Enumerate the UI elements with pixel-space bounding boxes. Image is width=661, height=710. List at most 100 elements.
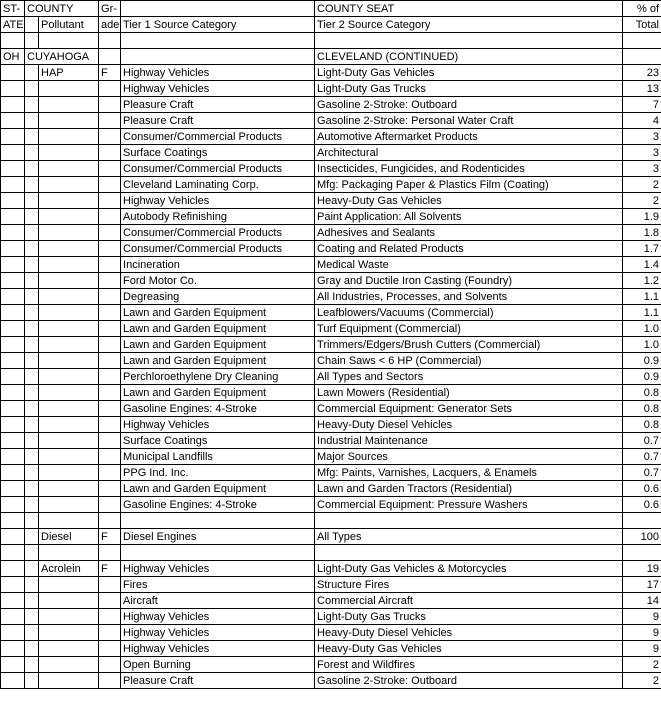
tier2-cell: Gasoline 2-Stroke: Outboard [315, 97, 623, 113]
pct-cell: 0.7 [623, 449, 661, 465]
hdr-tier1: Tier 1 Source Category [121, 17, 315, 33]
pct-cell: 3 [623, 161, 661, 177]
pct-cell: 7 [623, 97, 661, 113]
pct-cell: 0.7 [623, 433, 661, 449]
tier2-cell: Heavy-Duty Gas Vehicles [315, 193, 623, 209]
hdr-total: Total [623, 17, 661, 33]
pct-cell: 100 [623, 529, 661, 545]
tier2-cell: Chain Saws < 6 HP (Commercial) [315, 353, 623, 369]
tier1-cell: Degreasing [121, 289, 315, 305]
pollutant-cell: Acrolein [39, 561, 99, 577]
tier2-cell: Industrial Maintenance [315, 433, 623, 449]
hdr-county: COUNTY [25, 1, 99, 17]
pct-cell: 0.6 [623, 481, 661, 497]
pct-cell: 3 [623, 129, 661, 145]
pct-cell: 0.9 [623, 369, 661, 385]
hdr-pollutant: Pollutant [39, 17, 99, 33]
tier2-cell: Forest and Wildfires [315, 657, 623, 673]
tier2-cell: Commercial Aircraft [315, 593, 623, 609]
tier1-cell: Lawn and Garden Equipment [121, 321, 315, 337]
tier1-cell: Lawn and Garden Equipment [121, 481, 315, 497]
tier1-cell: Pleasure Craft [121, 113, 315, 129]
state-cell: OH [1, 49, 25, 65]
tier2-cell: Gray and Ductile Iron Casting (Foundry) [315, 273, 623, 289]
tier2-cell: Paint Application: All Solvents [315, 209, 623, 225]
pct-cell: 0.9 [623, 353, 661, 369]
tier2-cell: Heavy-Duty Gas Vehicles [315, 641, 623, 657]
pct-cell: 14 [623, 593, 661, 609]
tier2-cell: Insecticides, Fungicides, and Rodenticid… [315, 161, 623, 177]
grade-cell: F [99, 65, 121, 81]
pct-cell: 1.8 [623, 225, 661, 241]
grade-cell: F [99, 529, 121, 545]
hdr-county-seat: COUNTY SEAT [315, 1, 623, 17]
pct-cell: 4 [623, 113, 661, 129]
tier1-cell: Municipal Landfills [121, 449, 315, 465]
tier1-cell: Diesel Engines [121, 529, 315, 545]
tier2-cell: All Types and Sectors [315, 369, 623, 385]
pct-cell: 23 [623, 65, 661, 81]
pct-cell: 1.9 [623, 209, 661, 225]
pct-cell: 0.7 [623, 465, 661, 481]
pct-cell: 2 [623, 657, 661, 673]
tier1-cell: Lawn and Garden Equipment [121, 305, 315, 321]
tier2-cell: All Types [315, 529, 623, 545]
tier2-cell: Commercial Equipment: Generator Sets [315, 401, 623, 417]
county-cell: CUYAHOGA [25, 49, 99, 65]
tier2-cell: Light-Duty Gas Vehicles [315, 65, 623, 81]
pct-cell: 1.7 [623, 241, 661, 257]
tier2-cell: Leafblowers/Vacuums (Commercial) [315, 305, 623, 321]
tier2-cell: Adhesives and Sealants [315, 225, 623, 241]
tier1-cell: Consumer/Commercial Products [121, 161, 315, 177]
tier2-cell: Mfg: Packaging Paper & Plastics Film (Co… [315, 177, 623, 193]
pct-cell: 1.1 [623, 289, 661, 305]
hdr-ate: ATE [1, 17, 25, 33]
tier2-cell: Lawn and Garden Tractors (Residential) [315, 481, 623, 497]
tier1-cell: PPG Ind. Inc. [121, 465, 315, 481]
tier2-cell: Light-Duty Gas Vehicles & Motorcycles [315, 561, 623, 577]
county-seat-cell: CLEVELAND (CONTINUED) [315, 49, 623, 65]
pct-cell: 9 [623, 625, 661, 641]
tier1-cell: Highway Vehicles [121, 609, 315, 625]
tier1-cell: Pleasure Craft [121, 97, 315, 113]
tier2-cell: All Industries, Processes, and Solvents [315, 289, 623, 305]
tier2-cell: Lawn Mowers (Residential) [315, 385, 623, 401]
hdr-tier2: Tier 2 Source Category [315, 17, 623, 33]
pct-cell: 2 [623, 193, 661, 209]
tier1-cell: Surface Coatings [121, 433, 315, 449]
pct-cell: 1.1 [623, 305, 661, 321]
tier2-cell: Gasoline 2-Stroke: Personal Water Craft [315, 113, 623, 129]
pct-cell: 1.4 [623, 257, 661, 273]
tier1-cell: Pleasure Craft [121, 673, 315, 689]
tier1-cell: Lawn and Garden Equipment [121, 337, 315, 353]
pct-cell: 0.8 [623, 417, 661, 433]
tier1-cell: Lawn and Garden Equipment [121, 385, 315, 401]
tier1-cell: Autobody Refinishing [121, 209, 315, 225]
tier2-cell: Mfg: Paints, Varnishes, Lacquers, & Enam… [315, 465, 623, 481]
tier1-cell: Open Burning [121, 657, 315, 673]
hdr-pct: % of [623, 1, 661, 17]
pollutant-cell: Diesel [39, 529, 99, 545]
tier1-cell: Lawn and Garden Equipment [121, 353, 315, 369]
pct-cell: 1.0 [623, 337, 661, 353]
tier1-cell: Highway Vehicles [121, 81, 315, 97]
tier2-cell: Major Sources [315, 449, 623, 465]
pct-cell: 9 [623, 609, 661, 625]
tier1-cell: Fires [121, 577, 315, 593]
tier1-cell: Incineration [121, 257, 315, 273]
tier2-cell: Heavy-Duty Diesel Vehicles [315, 417, 623, 433]
tier2-cell: Automotive Aftermarket Products [315, 129, 623, 145]
tier1-cell: Ford Motor Co. [121, 273, 315, 289]
pct-cell: 9 [623, 641, 661, 657]
tier1-cell: Highway Vehicles [121, 65, 315, 81]
tier1-cell: Highway Vehicles [121, 417, 315, 433]
tier2-cell: Heavy-Duty Diesel Vehicles [315, 625, 623, 641]
emissions-table: ST-COUNTYGr-COUNTY SEAT% ofATEPollutanta… [0, 0, 661, 689]
pct-cell: 3 [623, 145, 661, 161]
tier2-cell: Structure Fires [315, 577, 623, 593]
tier1-cell: Consumer/Commercial Products [121, 225, 315, 241]
pct-cell: 0.6 [623, 497, 661, 513]
pct-cell: 2 [623, 673, 661, 689]
tier2-cell: Architectural [315, 145, 623, 161]
tier1-cell: Highway Vehicles [121, 625, 315, 641]
